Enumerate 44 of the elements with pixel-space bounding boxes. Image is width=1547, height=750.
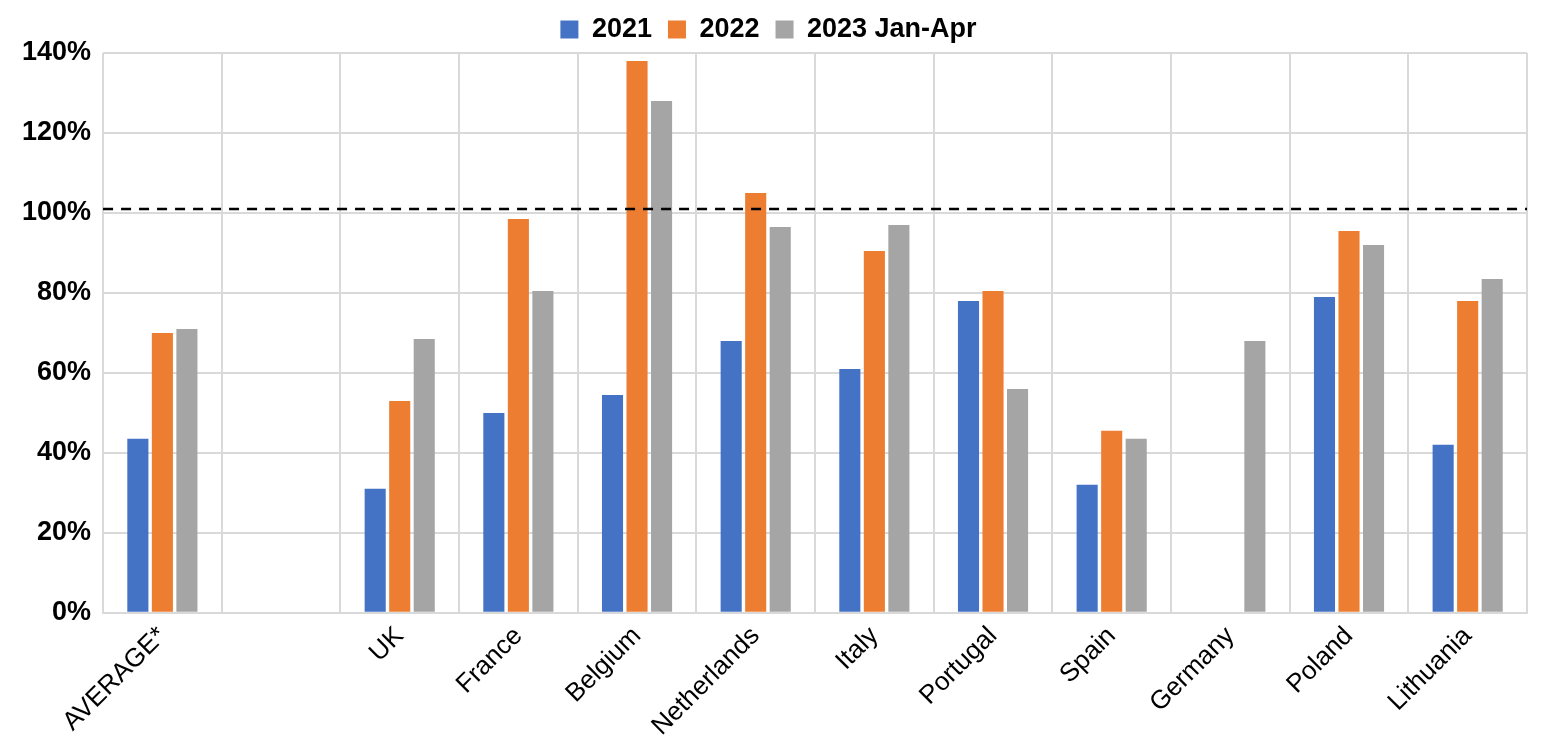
bar: [982, 290, 1004, 612]
legend-label: 2022: [699, 12, 760, 43]
bar: [601, 394, 624, 612]
y-tick-label: 120%: [21, 116, 92, 147]
bar: [1338, 230, 1360, 612]
y-tick-label: 140%: [21, 36, 92, 67]
y-tick-label: 40%: [37, 436, 92, 467]
bar: [651, 100, 673, 612]
bar: [507, 218, 529, 612]
bar: [176, 328, 198, 612]
bar: [1101, 430, 1123, 612]
bar: [863, 250, 885, 612]
bar: [745, 192, 767, 612]
bar: [127, 438, 149, 612]
bar: [483, 412, 505, 612]
bar: [888, 224, 910, 612]
bar: [626, 61, 648, 612]
legend-label: 2023 Jan-Apr: [807, 12, 978, 43]
bar: [1076, 484, 1098, 612]
y-tick-label: 0%: [52, 596, 92, 627]
x-tick-label: UK: [362, 619, 410, 667]
bar: [389, 400, 411, 612]
y-tick-label: 60%: [37, 356, 92, 387]
bar: [1125, 438, 1147, 612]
y-tick-label: 100%: [21, 196, 92, 227]
bar: [151, 332, 173, 612]
bar: [1007, 388, 1029, 612]
y-tick-label: 20%: [37, 516, 92, 547]
y-tick-label: 80%: [37, 276, 92, 307]
bar: [720, 340, 742, 612]
bar: [1362, 244, 1385, 612]
bar: [957, 300, 980, 612]
bar: [769, 226, 791, 612]
bar: [1481, 278, 1503, 612]
bar: [532, 290, 554, 612]
bar: [364, 488, 386, 612]
bar: [413, 338, 435, 612]
bar: [1432, 444, 1454, 612]
bar: [1313, 296, 1336, 612]
bar: [839, 368, 861, 612]
x-tick-label: Italy: [828, 619, 884, 675]
bar: [1244, 340, 1266, 612]
bar: [1457, 300, 1479, 612]
legend-label: 2021: [591, 12, 652, 43]
